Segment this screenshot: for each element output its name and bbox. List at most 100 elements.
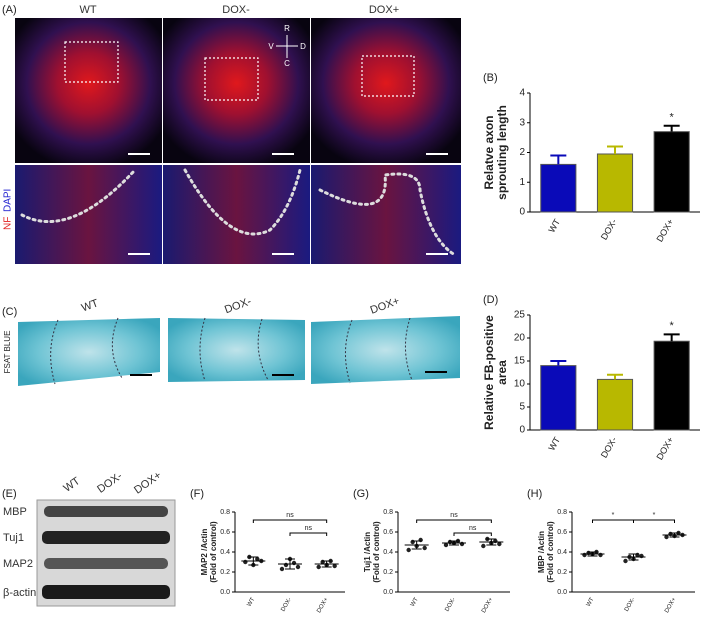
data-point [586,550,591,556]
significance: * [670,112,675,124]
y-tick-label: 0.2 [383,569,393,576]
sd-bar [411,540,422,550]
data-point [295,564,301,570]
data-point [481,543,486,549]
row-label: β-actin [3,587,36,599]
stain-nf: NF [3,217,14,230]
y-tick-label: 0.2 [557,569,567,576]
y-tick-label: 0 [519,207,525,218]
orientation: D [300,42,306,51]
x-tick-label: DOX+ [664,596,678,614]
column-label: DOX+ [132,469,164,496]
error-bar [663,124,680,132]
data-point [497,541,502,547]
significance: * [653,512,656,519]
column-label: WT [79,4,96,16]
y-tick-label: 0.0 [220,589,230,596]
bracket [453,532,492,536]
significance: * [612,512,615,519]
panel-e: (E) WT DOX- DOX+ MBP Tuj1 MAP2 β-actin [2,469,176,607]
orientation: V [268,42,274,51]
sd-bar [248,556,259,566]
bar [596,153,634,213]
image [311,316,460,384]
sd-bar [486,538,497,546]
bracket [633,519,675,523]
error-bar [550,360,567,366]
micrographs: R C V D [15,18,461,264]
y-axis-label: Relative FB-positive [482,315,496,430]
orientation: R [284,24,290,33]
panel-c: (C) WT DOX- DOX+ FSAT BLUE [2,295,460,386]
data-point [255,556,260,562]
y-axis-label: Tuj1 /Actin [363,532,372,572]
data-point [598,552,603,558]
image [168,318,305,382]
y-tick-label: 0.8 [220,509,230,516]
y-axis-label: (Fold of control) [546,521,555,583]
column-label: WT [61,475,82,495]
data-point [291,560,297,566]
y-tick-label: 0.0 [383,589,393,596]
column-label: DOX+ [369,295,402,317]
y-tick-label: 0.8 [383,509,393,516]
data-point [332,563,337,569]
x-tick-label: DOX- [599,217,619,241]
y-tick-label: 0.8 [557,509,567,516]
panel-label: (B) [483,72,498,84]
sd-bar [449,540,459,546]
chart: (G) Tuj1 /Actin (Fold of control)0.0 0.2 0.4… [353,488,510,614]
x-tick-label: WT [546,435,562,453]
data-point [664,534,669,540]
image [15,18,162,163]
y-tick-label: 1 [519,177,525,188]
y-tick-label: 0.4 [383,549,393,556]
data-point [410,539,415,545]
data-point [283,562,289,568]
error-bar [607,373,623,380]
image [18,318,160,386]
bar [653,340,690,431]
y-axis-label: area [495,360,509,385]
panel-a: (A) WT DOX- DOX+ NF DAPI R C V D [2,4,461,264]
bar [596,378,634,431]
stain-label: FSAT BLUE [3,331,12,374]
sd-bar [321,560,332,568]
error-bar [550,154,567,165]
y-axis-label: (Fold of control) [372,521,381,583]
x-tick-label: DOX- [444,597,457,613]
y-tick-label: 0 [519,425,525,436]
x-tick-label: WT [410,596,420,607]
error-bar [663,333,680,342]
image [15,165,162,264]
row-label: MAP2 [3,558,33,570]
image [163,165,310,264]
data-point [623,558,628,564]
significance: ns [286,512,294,519]
x-tick-label: DOX- [599,435,619,459]
significance: ns [450,512,458,519]
y-tick-label: 2 [519,147,525,158]
data-point [668,531,673,537]
y-tick-label: 0.4 [220,549,230,556]
bracket [416,519,492,523]
stain-dapi: DAPI [3,189,14,212]
data-point [418,537,423,543]
y-tick-label: 0.0 [557,589,567,596]
column-label: DOX- [95,470,125,496]
data-point [279,566,285,572]
data-point [406,547,411,553]
y-tick-label: 25 [514,310,526,321]
column-label: DOX- [223,295,253,316]
charts: (B) Relatve axon sprouting length 0 1 2 3 4 WT DO… [190,72,700,614]
y-axis-label: MBP /Actin [537,531,546,573]
bar [653,131,690,213]
y-tick-label: 0.4 [557,549,567,556]
data-point [459,541,465,547]
y-tick-label: 5 [519,402,525,413]
bar [540,163,577,213]
row-label: MBP [3,506,27,518]
x-tick-label: DOX- [624,597,637,613]
y-tick-label: 3 [519,117,525,128]
chart: (D) Relative FB-positive area 0 5 10 15 20 25 WT D… [482,294,700,462]
